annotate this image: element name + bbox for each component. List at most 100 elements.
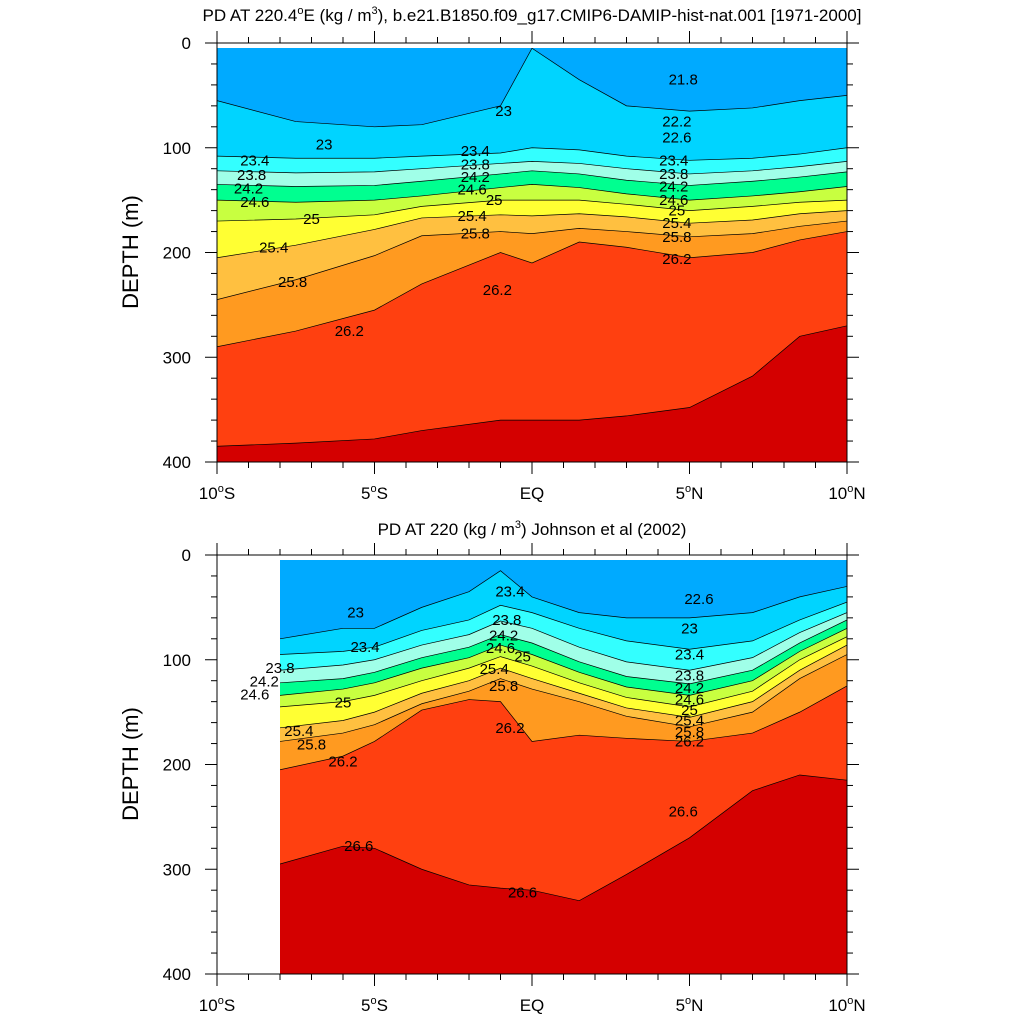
y-axis-label: DEPTH (m) — [118, 707, 143, 821]
contour-label: 23.8 — [265, 660, 294, 677]
contour-line — [280, 644, 847, 729]
density-band — [217, 48, 847, 127]
contour-label: 24.2 — [250, 674, 279, 691]
contour-label: 23.8 — [461, 157, 490, 174]
contour-label: 24.2 — [489, 628, 518, 645]
x-tick-label: EQ — [520, 484, 545, 503]
contour-label: 25.4 — [480, 661, 509, 678]
contour-label: 25.4 — [675, 713, 704, 730]
y-axis-label: DEPTH (m) — [118, 195, 143, 309]
contour-label: 23 — [495, 103, 512, 120]
contour-line — [217, 170, 847, 187]
contour-label: 23.4 — [461, 143, 490, 160]
chart-title: PD AT 220 (kg / m3) Johnson et al (2002) — [378, 519, 687, 539]
density-band — [280, 560, 847, 639]
contour-label: 25.8 — [461, 226, 490, 243]
contour-label: 22.6 — [662, 129, 691, 146]
x-tick-label: 10oS — [199, 483, 235, 503]
y-tick-label: 100 — [163, 139, 191, 158]
x-tick-label: EQ — [520, 996, 545, 1015]
contour-label: 26.2 — [328, 753, 357, 770]
contour-line — [217, 184, 847, 203]
contour-label: 23.8 — [237, 167, 266, 184]
y-tick-label: 200 — [163, 244, 191, 263]
x-tick-label: 5oN — [676, 483, 704, 503]
contour-line — [280, 774, 847, 902]
contour-label: 24.6 — [486, 640, 515, 657]
contour-label: 25.4 — [259, 239, 288, 256]
y-tick-label: 400 — [163, 965, 191, 984]
contour-label: 24.6 — [240, 686, 269, 703]
contour-label: 23.8 — [492, 612, 521, 629]
contour-label: 23 — [316, 137, 333, 154]
contour-label: 24.2 — [675, 680, 704, 697]
x-tick-label: 10oN — [828, 995, 865, 1015]
contour-line — [217, 48, 847, 128]
contour-label: 26.2 — [662, 251, 691, 268]
contour-line — [217, 147, 847, 161]
y-tick-label: 300 — [163, 860, 191, 879]
contour-label: 25 — [335, 695, 352, 712]
contour-label: 26.2 — [483, 282, 512, 299]
y-tick-label: 100 — [163, 651, 191, 670]
contour-label: 25.4 — [284, 723, 313, 740]
contour-line — [280, 601, 847, 655]
x-tick-label: 5oS — [361, 483, 388, 503]
y-tick-label: 300 — [163, 348, 191, 367]
observation-panel: 232323.423.423.422.623.823.823.824.224.2… — [118, 519, 866, 1015]
contour-label: 26.6 — [508, 884, 537, 901]
contour-label: 24.6 — [675, 692, 704, 709]
x-tick-label: 10oN — [828, 483, 865, 503]
contour-label: 24.2 — [659, 179, 688, 196]
contour-label: 25 — [669, 203, 686, 220]
x-tick-label: 10oS — [199, 995, 235, 1015]
x-tick-label: 5oS — [361, 995, 388, 1015]
contour-label: 25.8 — [278, 274, 307, 291]
contour-line — [280, 612, 847, 671]
contour-line — [217, 231, 847, 348]
contour-label: 23.4 — [659, 152, 688, 169]
contour-line — [217, 220, 847, 300]
contour-label: 25.4 — [458, 208, 487, 225]
contour-label: 22.2 — [662, 114, 691, 131]
contour-label: 25.8 — [675, 724, 704, 741]
contour-label: 25.8 — [489, 678, 518, 695]
contour-line — [280, 628, 847, 696]
contour-label: 24.2 — [461, 169, 490, 186]
contour-line — [280, 619, 847, 685]
contour-label: 26.2 — [675, 733, 704, 750]
contour-line — [280, 654, 847, 742]
y-tick-label: 400 — [163, 453, 191, 472]
y-tick-label: 0 — [182, 546, 191, 565]
contour-label: 23 — [347, 605, 364, 622]
contour-label: 25 — [681, 702, 698, 719]
contour-label: 24.6 — [458, 182, 487, 199]
chart-title: PD AT 220.4oE (kg / m3), b.e21.B1850.f09… — [203, 5, 862, 25]
contour-label: 24.2 — [234, 181, 263, 198]
contour-label: 24.6 — [240, 194, 269, 211]
model-panel: 21.822.222.6232323.423.423.423.823.823.8… — [118, 5, 866, 503]
contour-label: 23 — [681, 620, 698, 637]
contour-label: 26.2 — [495, 720, 524, 737]
contour-label: 23.4 — [350, 639, 379, 656]
contour-field — [280, 560, 847, 974]
contour-label: 23.4 — [675, 647, 704, 664]
contour-label: 26.6 — [344, 838, 373, 855]
contour-label: 25.4 — [662, 215, 691, 232]
y-tick-label: 0 — [182, 34, 191, 53]
contour-line — [280, 685, 847, 771]
contour-label: 25.8 — [297, 737, 326, 754]
contour-line — [280, 636, 847, 708]
contour-label: 21.8 — [669, 72, 698, 89]
contour-label: 23.4 — [495, 584, 524, 601]
contour-label: 25 — [514, 649, 531, 666]
contour-label: 26.6 — [669, 804, 698, 821]
contour-label: 24.6 — [659, 192, 688, 209]
contour-label: 23.8 — [675, 667, 704, 684]
contour-label: 25 — [303, 211, 320, 228]
contour-line — [280, 570, 847, 640]
contour-line — [217, 325, 847, 447]
contour-label: 22.6 — [684, 591, 713, 608]
contour-label: 25 — [486, 192, 503, 209]
